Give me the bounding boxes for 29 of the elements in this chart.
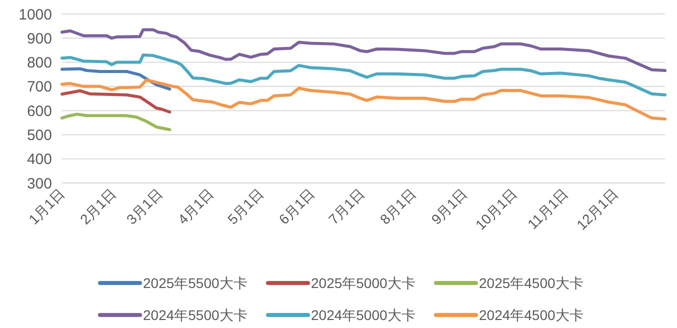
y-tick-label: 600 <box>26 102 52 120</box>
x-tick-label: 8月1日 <box>376 185 419 228</box>
legend-label: 2025年5500大卡 <box>143 274 248 291</box>
x-tick-label: 9月1日 <box>428 185 470 228</box>
x-tick-label: 11月1日 <box>524 185 572 232</box>
y-tick-label: 700 <box>26 78 52 96</box>
line-series <box>60 28 666 72</box>
x-tick-label: 5月1日 <box>224 185 266 228</box>
y-tick-label: 300 <box>26 175 52 192</box>
y-tick-label: 500 <box>26 126 52 144</box>
y-tick-label: 900 <box>26 30 52 48</box>
x-tick-label: 3月1日 <box>123 185 166 228</box>
legend-label: 2025年4500大卡 <box>479 274 584 291</box>
legend-label: 2024年5500大卡 <box>143 306 248 323</box>
y-tick-label: 1000 <box>18 6 52 24</box>
legend-label: 2024年5000大卡 <box>311 306 416 323</box>
line-series <box>60 78 666 121</box>
x-tick-label: 10月1日 <box>472 185 520 233</box>
line-series <box>60 89 172 114</box>
legend-label: 2025年5000大卡 <box>311 274 416 291</box>
x-tick-label: 6月1日 <box>276 185 318 228</box>
legend-label: 2024年4500大卡 <box>479 306 584 323</box>
x-tick-label: 4月1日 <box>174 185 217 228</box>
line-series <box>60 54 666 96</box>
y-tick-label: 800 <box>26 54 52 72</box>
x-tick-label: 12月1日 <box>573 185 621 233</box>
y-tick-label: 400 <box>26 151 52 168</box>
x-tick-label: 2月1日 <box>76 185 119 228</box>
x-tick-label: 7月1日 <box>325 185 368 228</box>
